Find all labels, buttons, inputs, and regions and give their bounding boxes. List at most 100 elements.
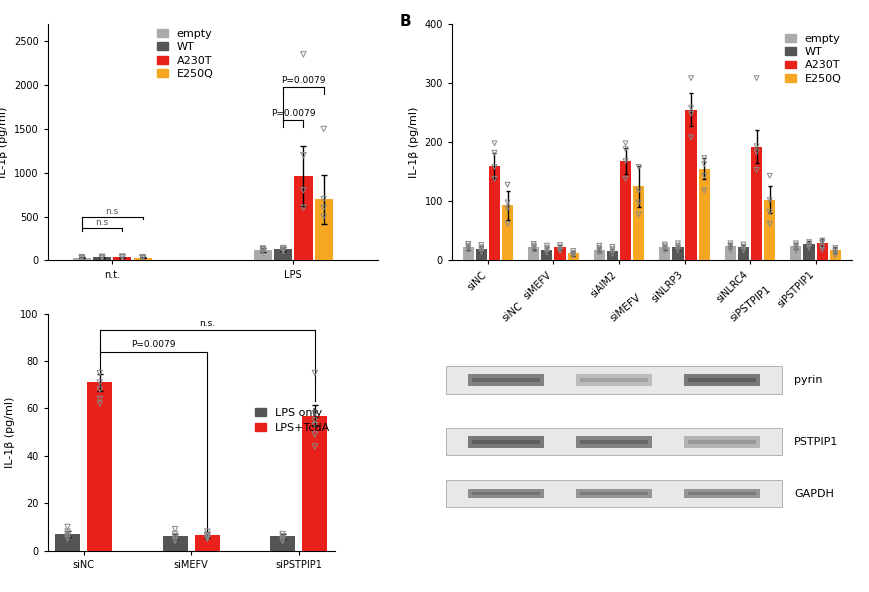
Bar [673,247,684,260]
Point [697,186,711,195]
Point [168,529,182,539]
FancyBboxPatch shape [468,374,544,386]
FancyBboxPatch shape [580,439,648,444]
Point [474,245,488,255]
Point [316,203,330,213]
Point [684,73,698,83]
Point [116,252,129,261]
Point [815,238,829,247]
Bar [274,249,292,260]
Point [815,245,829,255]
Point [275,536,289,546]
Bar [502,205,514,260]
Point [275,529,289,539]
Point [540,243,554,253]
Bar [738,247,749,260]
Bar [830,250,841,260]
Text: GAPDH: GAPDH [794,489,834,498]
Point [567,251,580,260]
Point [527,245,541,255]
Bar [567,253,579,260]
Point [553,240,567,250]
Bar [315,199,333,260]
Point [658,242,672,251]
Point [316,194,330,204]
Point [619,174,633,184]
Point [815,242,829,252]
Point [593,243,607,253]
Point [619,144,633,154]
Point [96,252,109,262]
Bar [804,244,814,260]
Point [802,237,816,247]
Point [540,241,554,250]
Text: n.s: n.s [106,207,119,215]
Bar [195,535,220,551]
Point [723,243,737,253]
Bar [55,534,80,551]
Point [737,246,751,255]
Legend: empty, WT, A230T, E250Q: empty, WT, A230T, E250Q [152,24,218,83]
Bar [489,166,500,260]
Text: P=0.0079: P=0.0079 [282,76,326,85]
Bar [270,536,295,551]
Bar [87,382,112,551]
FancyBboxPatch shape [685,374,760,386]
FancyBboxPatch shape [688,378,756,382]
Point [488,174,501,184]
Point [697,159,711,169]
Text: PSTPIP1: PSTPIP1 [794,437,839,446]
Point [658,243,672,253]
Point [606,249,620,259]
Text: n.s.: n.s. [199,319,216,328]
Legend: empty, WT, A230T, E250Q: empty, WT, A230T, E250Q [780,29,846,88]
Point [763,195,777,205]
Point [789,246,803,255]
Point [619,139,633,148]
Point [684,133,698,142]
Point [96,253,109,263]
Point [61,527,75,536]
Point [93,399,107,408]
Point [256,244,270,253]
FancyBboxPatch shape [447,366,782,394]
Point [802,243,816,253]
Point [136,253,149,262]
Point [168,525,182,534]
FancyBboxPatch shape [685,436,760,448]
Point [201,530,215,540]
Point [763,207,777,217]
Bar [73,258,91,260]
FancyBboxPatch shape [473,378,541,382]
Legend: LPS only, LPS+TcdA: LPS only, LPS+TcdA [250,404,335,437]
Point [201,534,215,543]
Point [275,534,289,543]
Bar [699,169,710,260]
Text: pyrin: pyrin [794,375,823,385]
Point [96,253,109,262]
Point [168,534,182,543]
Bar [134,258,152,260]
Point [593,241,607,250]
Point [658,240,672,249]
Point [316,212,330,221]
Point [501,198,514,207]
Point [671,246,685,255]
Point [567,249,580,258]
Point [461,245,475,255]
Point [501,180,514,189]
Point [308,430,322,439]
Point [632,162,646,172]
Point [750,73,764,83]
Point [116,253,129,262]
Point [116,252,129,262]
Point [527,239,541,249]
Point [276,246,290,255]
Point [789,241,803,250]
Point [737,244,751,254]
Point [488,139,501,148]
Point [201,527,215,536]
Point [488,148,501,157]
Text: P=0.0079: P=0.0079 [271,110,315,118]
Text: siMEFV: siMEFV [608,292,643,323]
